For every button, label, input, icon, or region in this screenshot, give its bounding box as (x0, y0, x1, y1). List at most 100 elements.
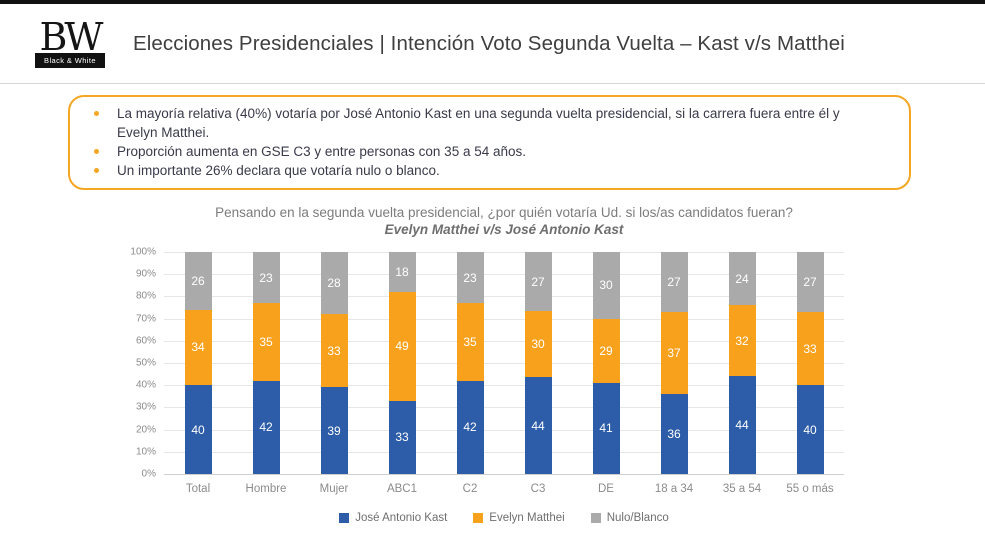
bar-value-label: 35 (259, 334, 273, 349)
bar-column-c3: 44 30 27 (504, 252, 572, 474)
y-axis-tick: 100% (130, 246, 156, 258)
bar-segment: 23 (456, 252, 484, 304)
logo: BW Black & White (35, 15, 105, 68)
y-axis-tick: 20% (135, 424, 156, 436)
bar-value-label: 35 (463, 334, 477, 349)
y-axis-tick: 50% (135, 357, 156, 369)
bar-segment: 30 (524, 311, 552, 378)
stacked-bar: 40 33 27 (796, 252, 824, 474)
bar-segment: 30 (592, 252, 620, 319)
bar-segment: 37 (660, 311, 688, 395)
bar-column-35-a-54: 44 32 24 (708, 252, 776, 474)
legend: José Antonio Kast Evelyn Matthei Nulo/Blan… (164, 512, 844, 524)
plot-area: 40 34 26 42 35 23 39 33 28 33 49 18 42 35 23 44 30 27 41 29… (164, 252, 844, 475)
x-axis-label: Total (185, 483, 211, 495)
summary-bullet-text: Proporción aumenta en GSE C3 y entre per… (117, 144, 527, 159)
gridline (164, 429, 844, 431)
logo-initials: BW (39, 15, 104, 59)
gridline (164, 385, 844, 387)
bar-segment: 35 (252, 303, 280, 381)
bar-value-label: 23 (463, 270, 477, 285)
bar-value-label: 37 (667, 346, 681, 361)
bar-column-hombre: 42 35 23 (232, 252, 300, 474)
y-axis-tick: 60% (135, 335, 156, 347)
bar-segment: 33 (796, 311, 824, 386)
bar-column-18-a-34: 36 37 27 (640, 252, 708, 474)
legend-item: Nulo/Blanco (590, 512, 669, 524)
legend-label: Evelyn Matthei (489, 512, 565, 524)
bar-segment: 44 (524, 377, 552, 474)
bar-value-label: 40 (191, 422, 205, 437)
bar-column-mujer: 39 33 28 (300, 252, 368, 474)
top-accent-bar (0, 0, 985, 4)
bar-column-abc1: 33 49 18 (368, 252, 436, 474)
gridline (164, 274, 844, 276)
bar-column-de: 41 29 30 (572, 252, 640, 474)
legend-item: Evelyn Matthei (473, 512, 565, 524)
bar-column-c2: 42 35 23 (436, 252, 504, 474)
bar-column-55-o-más: 40 33 27 (776, 252, 844, 474)
x-axis-label: DE (598, 483, 614, 495)
gridline (164, 340, 844, 342)
stacked-bar: 39 33 28 (320, 252, 348, 474)
x-axis-label: Hombre (245, 483, 287, 495)
bar-segment: 44 (728, 376, 756, 474)
bar-value-label: 42 (259, 420, 273, 435)
bar-value-label: 36 (667, 427, 681, 442)
summary-bullet: Proporción aumenta en GSE C3 y entre per… (70, 142, 883, 161)
stacked-bar: 44 32 24 (728, 252, 756, 474)
bar-value-label: 27 (803, 274, 817, 289)
y-axis-tick: 0% (141, 468, 156, 480)
bar-segment: 27 (796, 252, 824, 312)
plot-row: 100% 90% 80% 70% 60% 50% 40% 30% 20% 10% 0% 40 34 26… (122, 247, 844, 480)
bullet-dot (94, 149, 99, 154)
gridline (164, 252, 844, 253)
bar-value-label: 26 (191, 273, 205, 288)
bullet-dot (94, 168, 99, 173)
x-axis-label: 35 a 54 (722, 483, 762, 495)
logo-name: Black & White (35, 53, 105, 68)
bar-segment: 18 (388, 252, 416, 292)
bar-value-label: 23 (259, 270, 273, 285)
bar-value-label: 30 (599, 278, 613, 293)
bar-value-label: 34 (191, 340, 205, 355)
gridline (164, 363, 844, 364)
summary-bullet: La mayoría relativa (40%) votaría por Jo… (70, 104, 883, 142)
stacked-bar: 42 35 23 (252, 252, 280, 474)
bar-segment: 27 (524, 252, 552, 312)
stacked-bar: 42 35 23 (456, 252, 484, 474)
bar-segment: 26 (184, 252, 212, 310)
stacked-bar-chart: Pensando en la segunda vuelta presidenci… (122, 205, 844, 524)
bar-segment: 23 (252, 252, 280, 304)
stacked-bar: 44 30 27 (524, 252, 552, 474)
bar-value-label: 27 (531, 274, 545, 289)
gridline (164, 296, 844, 298)
bar-segment: 34 (184, 309, 212, 386)
summary-box: La mayoría relativa (40%) votaría por Jo… (68, 95, 911, 190)
stacked-bar: 33 49 18 (388, 252, 416, 474)
gridline (164, 407, 844, 409)
bar-value-label: 28 (327, 276, 341, 291)
bar-segment: 42 (456, 380, 484, 474)
page-title: Elecciones Presidenciales | Intención Vo… (133, 31, 845, 55)
bar-segment: 40 (796, 385, 824, 474)
bar-segment: 40 (184, 385, 212, 474)
bar-value-label: 44 (531, 418, 545, 433)
summary-bullet-text: Un importante 26% declara que votaría nu… (117, 163, 440, 178)
bar-segment: 32 (728, 305, 756, 377)
bar-value-label: 49 (395, 339, 409, 354)
bar-value-label: 33 (327, 343, 341, 358)
bar-value-label: 33 (395, 430, 409, 445)
stacked-bar: 41 29 30 (592, 252, 620, 474)
bar-value-label: 44 (735, 418, 749, 433)
bullet-dot (94, 111, 99, 116)
legend-swatch (473, 513, 484, 523)
gridline (164, 474, 844, 475)
y-axis-tick: 30% (135, 401, 156, 413)
bar-value-label: 30 (531, 337, 545, 352)
gridline (164, 451, 844, 453)
gridline (164, 318, 844, 320)
bar-value-label: 27 (667, 275, 681, 289)
bar-value-label: 32 (735, 333, 749, 348)
